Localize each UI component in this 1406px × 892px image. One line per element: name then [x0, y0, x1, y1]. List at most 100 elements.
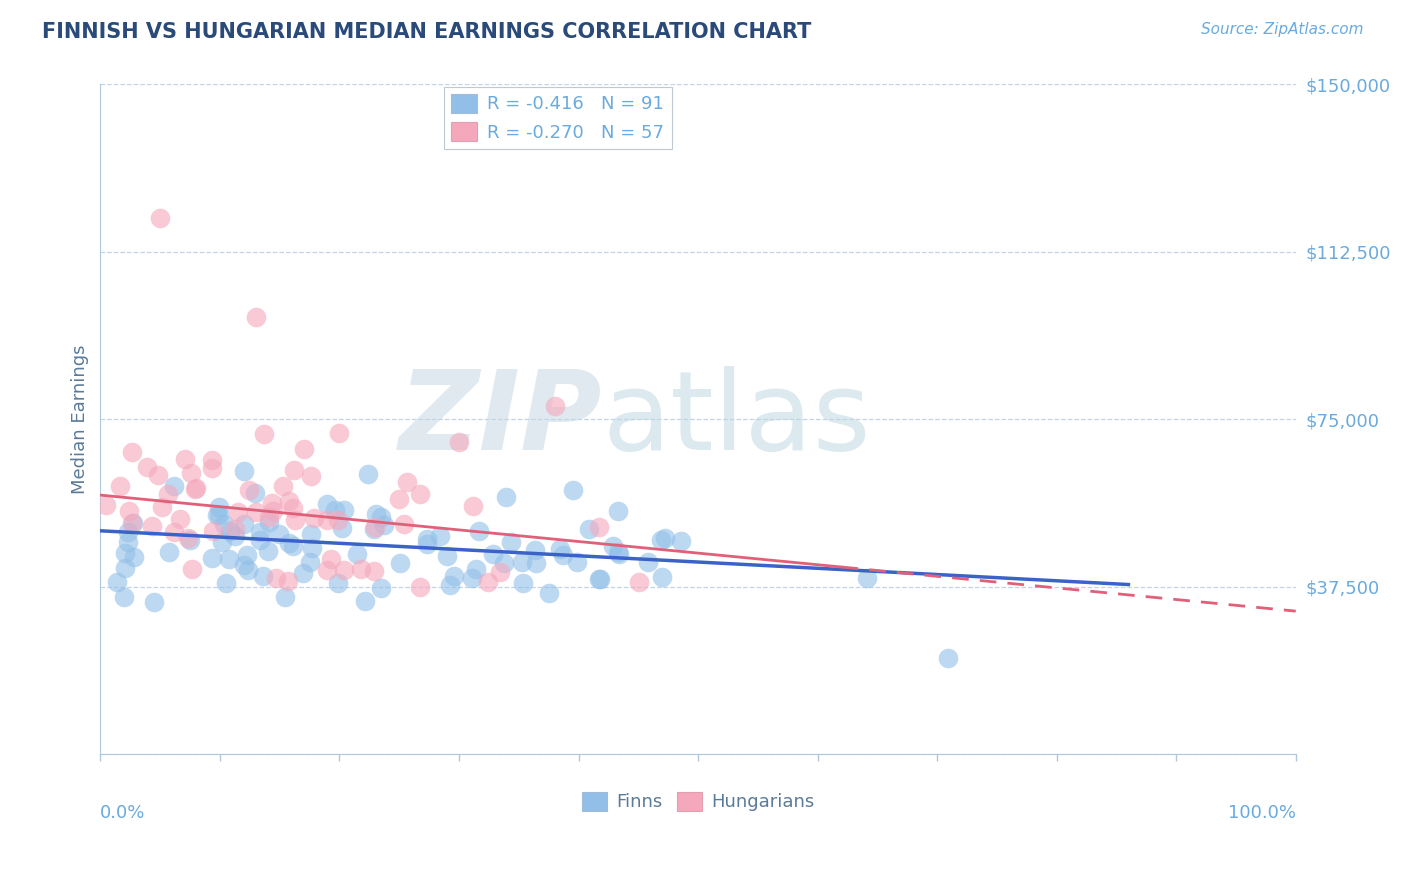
Point	[233, 516, 256, 531]
Point	[184, 483, 207, 497]
Point	[416, 532, 439, 546]
Point	[395, 475, 418, 490]
Point	[357, 467, 380, 481]
Point	[856, 571, 879, 585]
Point	[149, 211, 172, 226]
Point	[169, 512, 191, 526]
Point	[232, 558, 254, 572]
Point	[186, 481, 208, 495]
Point	[252, 568, 274, 582]
Point	[292, 442, 315, 457]
Point	[373, 518, 395, 533]
Point	[637, 555, 659, 569]
Point	[277, 494, 299, 508]
Point	[201, 550, 224, 565]
Point	[461, 571, 484, 585]
Text: FINNISH VS HUNGARIAN MEDIAN EARNINGS CORRELATION CHART: FINNISH VS HUNGARIAN MEDIAN EARNINGS COR…	[42, 22, 811, 42]
Point	[245, 505, 267, 519]
Point	[224, 522, 246, 536]
Point	[274, 590, 297, 604]
Point	[114, 546, 136, 560]
Point	[180, 466, 202, 480]
Point	[301, 468, 323, 483]
Text: Source: ZipAtlas.com: Source: ZipAtlas.com	[1201, 22, 1364, 37]
Point	[370, 510, 392, 524]
Point	[245, 310, 267, 324]
Point	[481, 547, 503, 561]
Text: 0.0%: 0.0%	[100, 805, 146, 822]
Point	[333, 563, 356, 577]
Point	[179, 533, 201, 547]
Point	[315, 497, 337, 511]
Point	[477, 574, 499, 589]
Point	[292, 566, 315, 580]
Point	[257, 510, 280, 524]
Point	[524, 556, 547, 570]
Point	[464, 561, 486, 575]
Point	[416, 537, 439, 551]
Point	[443, 568, 465, 582]
Point	[215, 575, 238, 590]
Point	[436, 549, 458, 563]
Point	[121, 516, 143, 531]
Point	[512, 555, 534, 569]
Point	[245, 486, 267, 500]
Point	[350, 562, 373, 576]
Point	[302, 510, 325, 524]
Point	[537, 586, 560, 600]
Point	[565, 555, 588, 569]
Point	[388, 492, 411, 507]
Point	[236, 548, 259, 562]
Point	[205, 508, 228, 522]
Point	[236, 562, 259, 576]
Point	[588, 520, 610, 534]
Point	[936, 650, 959, 665]
Point	[609, 548, 631, 562]
Point	[328, 576, 350, 591]
Point	[548, 542, 571, 557]
Point	[278, 536, 301, 550]
Point	[211, 535, 233, 549]
Point	[163, 479, 186, 493]
Point	[283, 539, 305, 553]
Point	[219, 524, 242, 538]
Point	[607, 545, 630, 559]
Point	[366, 508, 388, 522]
Point	[281, 500, 304, 515]
Point	[212, 517, 235, 532]
Point	[264, 571, 287, 585]
Point	[150, 500, 173, 514]
Point	[249, 533, 271, 547]
Point	[495, 490, 517, 504]
Point	[141, 519, 163, 533]
Point	[224, 529, 246, 543]
Point	[330, 520, 353, 534]
Point	[325, 503, 347, 517]
Point	[299, 527, 322, 541]
Point	[201, 524, 224, 538]
Point	[315, 513, 337, 527]
Point	[260, 496, 283, 510]
Point	[524, 542, 547, 557]
Point	[112, 590, 135, 604]
Point	[315, 563, 337, 577]
Point	[370, 581, 392, 595]
Point	[122, 549, 145, 564]
Point	[389, 557, 412, 571]
Point	[578, 522, 600, 536]
Point	[363, 522, 385, 536]
Point	[238, 483, 260, 498]
Point	[117, 534, 139, 549]
Point	[512, 575, 534, 590]
Point	[363, 564, 385, 578]
Point	[96, 498, 118, 512]
Point	[218, 552, 240, 566]
Point	[284, 513, 307, 527]
Point	[364, 519, 387, 533]
Point	[488, 565, 510, 579]
Text: 100.0%: 100.0%	[1227, 805, 1296, 822]
Point	[121, 444, 143, 458]
Point	[654, 531, 676, 545]
Point	[409, 580, 432, 594]
Point	[499, 535, 522, 549]
